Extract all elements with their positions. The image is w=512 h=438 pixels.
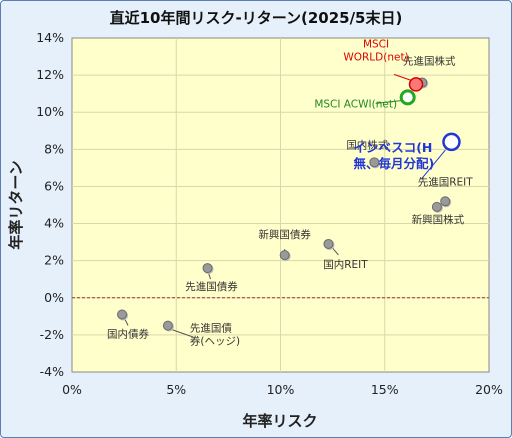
- data-point: [279, 250, 290, 261]
- y-axis-label: 年率リターン: [7, 160, 25, 249]
- point-label: 先進国債: [190, 322, 232, 335]
- data-point: [202, 263, 213, 274]
- leader-line: [421, 149, 446, 180]
- data-point: [442, 132, 461, 152]
- y-tick-label: 10%: [36, 104, 64, 119]
- data-point: [408, 77, 424, 92]
- y-tick-label: 12%: [36, 67, 64, 82]
- y-tick-label: 0%: [44, 290, 64, 305]
- leader-line: [332, 247, 339, 256]
- point-label: 無、毎月分配): [353, 156, 434, 171]
- chart-title: 直近10年間リスク-リターン(2025/5末日): [110, 9, 403, 27]
- data-point: [117, 309, 128, 320]
- point-label: 国内債券: [107, 327, 149, 340]
- point-label: 先進国株式: [403, 55, 456, 68]
- label-leader-lines: [124, 73, 446, 338]
- leader-line: [124, 319, 129, 326]
- point-label: 先進国債券: [185, 280, 238, 293]
- point-label: インベスコ(H: [353, 140, 432, 155]
- x-tick-label: 10%: [267, 382, 295, 397]
- y-tick-label: -4%: [40, 364, 64, 379]
- point-label: 券(ヘッジ): [190, 335, 240, 348]
- data-point: [431, 201, 442, 212]
- data-point: [440, 196, 451, 207]
- point-label: 国内株式: [346, 138, 388, 151]
- data-point: [399, 89, 416, 106]
- y-tick-label: 6%: [44, 178, 64, 193]
- y-tick-label: 4%: [44, 216, 64, 231]
- point-label: 先進国REIT: [418, 176, 474, 188]
- y-tick-labels: -4% -2% 0% 2% 4% 6% 8% 10% 12% 14%: [36, 30, 64, 379]
- data-point: [323, 238, 334, 249]
- gridlines: [72, 38, 489, 372]
- x-tick-label: 20%: [475, 382, 503, 397]
- y-tick-label: 14%: [36, 30, 64, 45]
- point-label: MSCI: [363, 38, 389, 50]
- point-label: 国内REIT: [323, 258, 368, 271]
- point-label: WORLD(net): [343, 51, 408, 63]
- y-tick-label: 8%: [44, 141, 64, 156]
- point-label: 新興国債券: [258, 228, 311, 241]
- y-tick-label: 2%: [44, 253, 64, 268]
- x-axis-label: 年率リスク: [242, 412, 317, 430]
- x-tick-label: 15%: [371, 382, 399, 397]
- data-point: [369, 157, 380, 168]
- data-points: [117, 77, 461, 331]
- leader-line: [375, 99, 404, 104]
- x-tick-labels: 0% 5% 10% 15% 20%: [62, 382, 503, 397]
- point-label: 新興国株式: [412, 213, 465, 226]
- leader-line: [171, 329, 193, 338]
- data-point: [162, 320, 173, 331]
- point-label: MSCI ACWI(net): [314, 98, 397, 110]
- x-tick-label: 0%: [62, 382, 82, 397]
- leader-line: [208, 272, 211, 280]
- x-tick-label: 5%: [166, 382, 186, 397]
- y-tick-label: -2%: [40, 327, 64, 342]
